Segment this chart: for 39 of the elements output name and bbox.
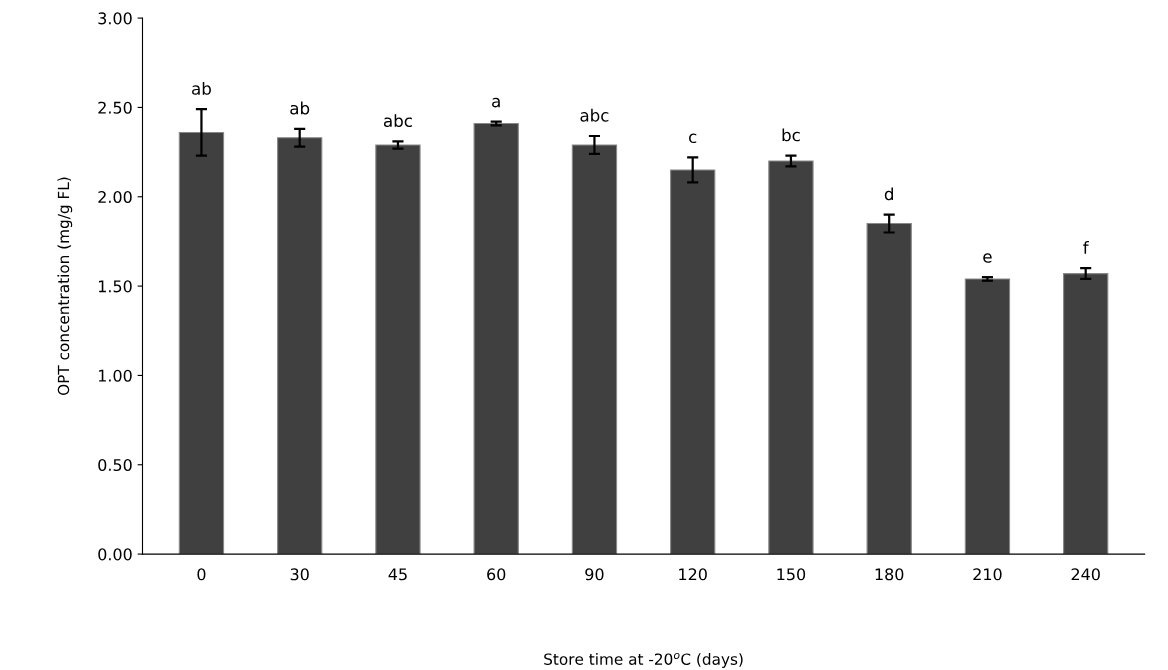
bar — [375, 144, 421, 555]
annotation: d — [884, 187, 893, 201]
bar — [277, 137, 323, 555]
annotation: abc — [580, 108, 609, 122]
y-tick-label: 0.50 — [98, 458, 132, 472]
y-tick-label: 2.50 — [98, 101, 132, 114]
bar — [571, 144, 618, 555]
bar — [866, 223, 912, 555]
x-tick-label: 30 — [290, 568, 309, 581]
y-tick-label: 2.00 — [98, 190, 132, 204]
x-tick-label: 150 — [777, 568, 806, 581]
bar — [1063, 273, 1109, 555]
bar — [178, 131, 225, 555]
annotation: ab — [290, 101, 310, 115]
annotation: a — [492, 97, 500, 108]
x-tick-label: 0 — [197, 568, 206, 581]
annotation: abc — [383, 114, 412, 128]
bar — [670, 169, 716, 555]
x-tick-label: 60 — [487, 568, 506, 581]
annotation: c — [689, 133, 697, 144]
x-tick-label: 45 — [388, 568, 407, 581]
annotation: ab — [192, 81, 211, 95]
y-tick-label: 0.00 — [98, 548, 132, 561]
annotation: bc — [782, 128, 800, 142]
x-tick-label: 90 — [585, 568, 604, 581]
x-tick-label: 240 — [1071, 568, 1100, 581]
bar — [964, 278, 1011, 555]
y-axis-title: OPT concentration (mg/g FL) — [57, 177, 73, 396]
bar — [473, 122, 519, 555]
x-tick-label: 180 — [875, 568, 904, 581]
annotation: f — [1083, 240, 1089, 254]
x-axis-title: Store time at -20$^{o}$C (days) — [544, 652, 743, 668]
x-tick-label: 120 — [679, 568, 707, 581]
bar — [768, 160, 814, 555]
y-tick-label: 1.50 — [98, 280, 132, 293]
y-tick-label: 3.00 — [98, 12, 132, 25]
annotation: e — [983, 253, 992, 263]
y-tick-label: 1.00 — [98, 369, 132, 382]
x-tick-label: 210 — [973, 568, 1002, 581]
